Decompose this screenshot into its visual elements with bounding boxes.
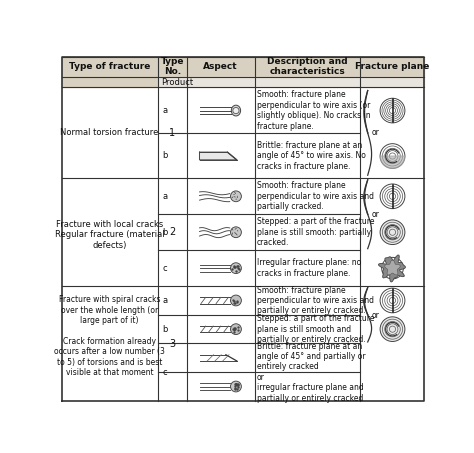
Ellipse shape: [230, 295, 241, 306]
Text: Product: Product: [162, 77, 194, 87]
Text: Stepped: a part of the fracture
plane is still smooth: partially
cracked.: Stepped: a part of the fracture plane is…: [257, 217, 374, 247]
Text: or: or: [372, 128, 379, 137]
Ellipse shape: [231, 105, 241, 116]
Text: b: b: [162, 325, 168, 334]
Polygon shape: [380, 156, 405, 169]
Text: or: or: [372, 210, 379, 219]
Text: b: b: [162, 228, 168, 237]
Ellipse shape: [230, 191, 241, 202]
Text: Smooth: fracture plane
perpendicular to wire axis and
partially or entirely crac: Smooth: fracture plane perpendicular to …: [257, 285, 374, 315]
Text: Description and
characteristics: Description and characteristics: [267, 57, 347, 77]
Text: Regular fracture (material
defects): Regular fracture (material defects): [55, 230, 164, 250]
Text: Smooth: fracture plane
perpendicular to wire axis and
partially cracked.: Smooth: fracture plane perpendicular to …: [257, 181, 374, 211]
Text: Type of fracture: Type of fracture: [69, 62, 150, 71]
Polygon shape: [200, 152, 237, 160]
Circle shape: [380, 220, 405, 245]
Circle shape: [233, 107, 239, 114]
Text: a: a: [162, 106, 167, 115]
Polygon shape: [62, 57, 424, 77]
Text: c: c: [162, 264, 167, 273]
Text: Irregular fracture plane: no
cracks in fracture plane.: Irregular fracture plane: no cracks in f…: [257, 259, 361, 278]
Text: Stepped: a part of the fracture
plane is still smooth and
partially or entirely : Stepped: a part of the fracture plane is…: [257, 314, 374, 344]
Ellipse shape: [230, 324, 241, 335]
Text: Fracture with spiral cracks
over the whole length (or
large part of it)

Crack f: Fracture with spiral cracks over the who…: [54, 295, 165, 377]
Circle shape: [380, 144, 405, 169]
Text: b: b: [162, 151, 168, 160]
Text: Smooth: fracture plane
perpendicular to wire axis (or
slightly oblique). No crac: Smooth: fracture plane perpendicular to …: [257, 91, 371, 130]
Text: Type
No.: Type No.: [161, 57, 184, 77]
Text: Fracture with local cracks: Fracture with local cracks: [56, 220, 163, 229]
Circle shape: [382, 257, 403, 279]
Text: or: or: [372, 311, 379, 320]
Text: Aspect: Aspect: [203, 62, 238, 71]
Text: c: c: [162, 368, 167, 377]
Circle shape: [380, 184, 405, 209]
Circle shape: [380, 317, 405, 342]
Ellipse shape: [230, 263, 241, 274]
Polygon shape: [385, 260, 400, 275]
Polygon shape: [62, 77, 158, 87]
Text: 1: 1: [169, 128, 175, 138]
Text: a: a: [162, 296, 167, 305]
Text: Normal torsion fracture: Normal torsion fracture: [61, 128, 159, 137]
Circle shape: [380, 98, 405, 123]
Text: 3: 3: [169, 339, 175, 349]
Ellipse shape: [230, 227, 241, 238]
Text: a: a: [162, 192, 167, 201]
Text: Fracture plane: Fracture plane: [355, 62, 429, 71]
Ellipse shape: [230, 381, 241, 392]
Circle shape: [380, 288, 405, 313]
Text: 2: 2: [169, 227, 175, 237]
Text: Brittle: fracture plane at an
angle of 45° to wire axis. No
cracks in fracture p: Brittle: fracture plane at an angle of 4…: [257, 141, 366, 171]
Polygon shape: [379, 255, 406, 282]
Text: Brittle: fracture plane at an
angle of 45° and partially or
entirely cracked
or
: Brittle: fracture plane at an angle of 4…: [257, 342, 365, 403]
Polygon shape: [158, 77, 424, 87]
